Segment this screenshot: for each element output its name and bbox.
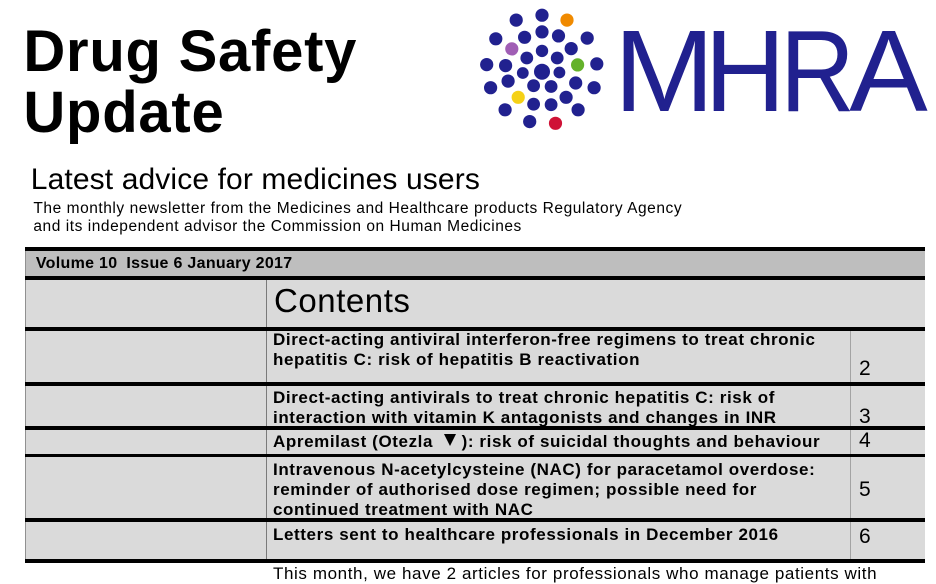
svg-text:M: M: [614, 7, 715, 136]
svg-text:R: R: [780, 6, 855, 136]
svg-text:A: A: [849, 6, 927, 136]
svg-text:H: H: [705, 7, 786, 136]
